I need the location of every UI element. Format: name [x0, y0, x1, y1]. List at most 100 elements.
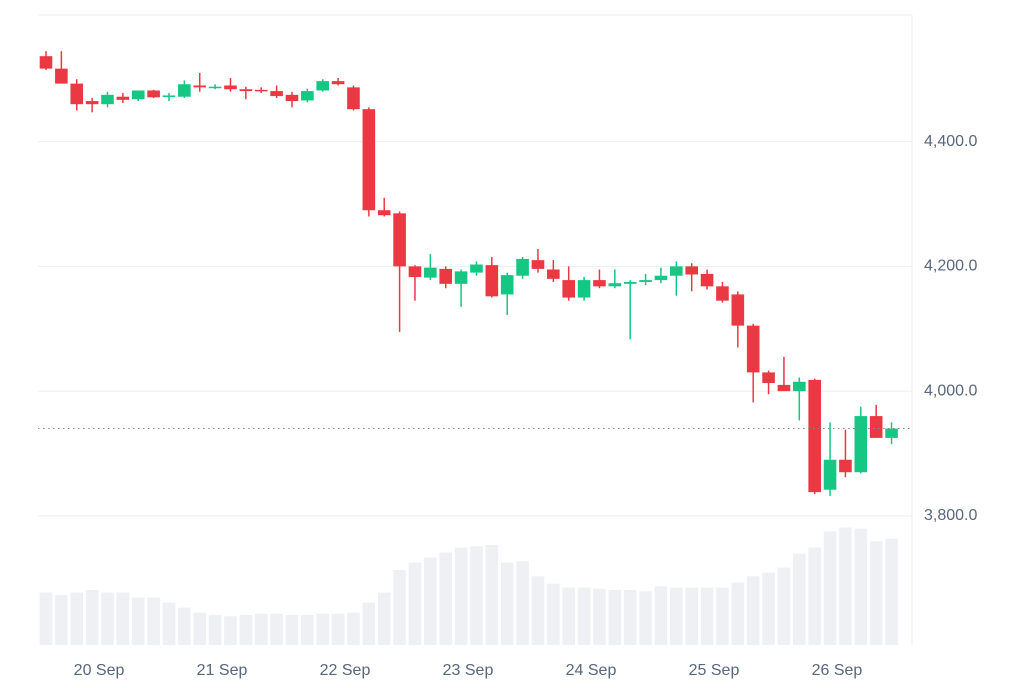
x-tick-label: 23 Sep: [443, 662, 494, 679]
volume-bar: [839, 527, 852, 645]
volume-bar: [685, 587, 698, 645]
volume-bar: [116, 592, 130, 645]
volume-bar: [362, 602, 376, 645]
candle-body: [439, 268, 453, 284]
x-tick-label: 20 Sep: [74, 662, 125, 679]
candle-body: [116, 96, 130, 100]
candle-body: [393, 213, 406, 267]
candle-body: [85, 101, 99, 105]
volume-bar: [531, 576, 545, 645]
candle-body: [485, 265, 499, 297]
candle-body: [823, 459, 837, 490]
y-tick-label: 4,000.0: [924, 382, 977, 399]
volume-bar: [101, 592, 114, 645]
candle-body: [731, 294, 745, 326]
candle-body: [623, 281, 637, 284]
volume-bar: [639, 591, 652, 645]
volume-bar: [55, 595, 68, 645]
candle-body: [147, 90, 160, 98]
volume-bar: [439, 552, 453, 645]
volume-bar: [500, 562, 514, 645]
volume-bar: [162, 602, 176, 645]
candle-body: [316, 81, 330, 91]
volume-bar: [485, 545, 499, 645]
volume-bar: [516, 561, 529, 645]
volume-bar: [454, 547, 468, 645]
candle-body: [162, 95, 176, 97]
candle-body: [301, 91, 314, 101]
y-tick-label: 4,400.0: [924, 133, 977, 150]
volume-bar: [239, 615, 253, 645]
volume-bar: [178, 607, 191, 645]
x-tick-label: 21 Sep: [197, 662, 248, 679]
candle-body: [208, 86, 222, 89]
candle-body: [131, 90, 145, 100]
candle-body: [285, 94, 299, 102]
volume-bar: [746, 576, 760, 645]
candle-body: [793, 381, 806, 392]
candle-body: [654, 275, 668, 281]
y-tick-label: 4,200.0: [924, 258, 977, 275]
volume-bar: [285, 615, 299, 645]
x-tick-label: 25 Sep: [689, 662, 740, 679]
candle-body: [331, 81, 345, 85]
volume-bar: [808, 547, 821, 645]
candle-body: [777, 384, 791, 392]
volume-bar: [854, 528, 868, 645]
volume-bar: [562, 587, 576, 645]
volume-bar: [777, 567, 791, 645]
x-tick-label: 22 Sep: [320, 662, 371, 679]
volume-bar: [608, 590, 622, 645]
x-tick-label: 24 Sep: [566, 662, 617, 679]
candle-body: [254, 89, 268, 92]
volume-bar: [424, 557, 437, 645]
candle-body: [516, 258, 529, 276]
volume-bar: [254, 613, 268, 645]
y-tick-label: 3,800.0: [924, 507, 977, 524]
candle-body: [454, 271, 468, 284]
volume-bar: [762, 572, 775, 645]
volume-bar: [700, 587, 714, 645]
candle-body: [531, 260, 545, 269]
volume-bar: [577, 587, 591, 645]
candle-body: [808, 379, 821, 493]
candle-body: [408, 266, 422, 277]
candle-body: [685, 266, 698, 275]
candle-body: [839, 459, 852, 473]
candle-body: [608, 283, 622, 287]
volume-bar: [731, 582, 745, 645]
candle-body: [377, 210, 391, 216]
volume-bar: [331, 613, 345, 645]
candle-body: [885, 428, 898, 438]
volume-bar: [716, 587, 729, 645]
volume-bar: [623, 590, 637, 645]
candle-body: [670, 266, 683, 276]
candle-body: [869, 416, 883, 438]
candle-body: [470, 264, 483, 273]
volume-bar: [593, 588, 606, 645]
volume-bar: [270, 613, 283, 645]
volume-bar: [224, 616, 237, 645]
volume-bar: [193, 612, 207, 645]
volume-bar: [131, 597, 145, 645]
volume-bar: [85, 590, 99, 645]
volume-bar: [869, 541, 883, 645]
candle-body: [70, 83, 84, 105]
volume-bar: [208, 615, 222, 645]
volume-bar: [147, 597, 160, 645]
candle-body: [101, 94, 114, 105]
volume-bar: [70, 592, 84, 645]
candle-body: [577, 280, 591, 298]
candle-body: [55, 68, 68, 84]
volume-bar: [393, 570, 406, 645]
candle-body: [700, 273, 714, 287]
volume-bar: [885, 538, 898, 645]
volume-bar: [470, 546, 483, 645]
candle-body: [239, 89, 253, 92]
candle-body: [547, 269, 560, 279]
volume-bar: [793, 553, 806, 645]
volume-bar: [823, 531, 837, 645]
volume-bar: [547, 583, 560, 645]
candle-body: [347, 87, 360, 110]
